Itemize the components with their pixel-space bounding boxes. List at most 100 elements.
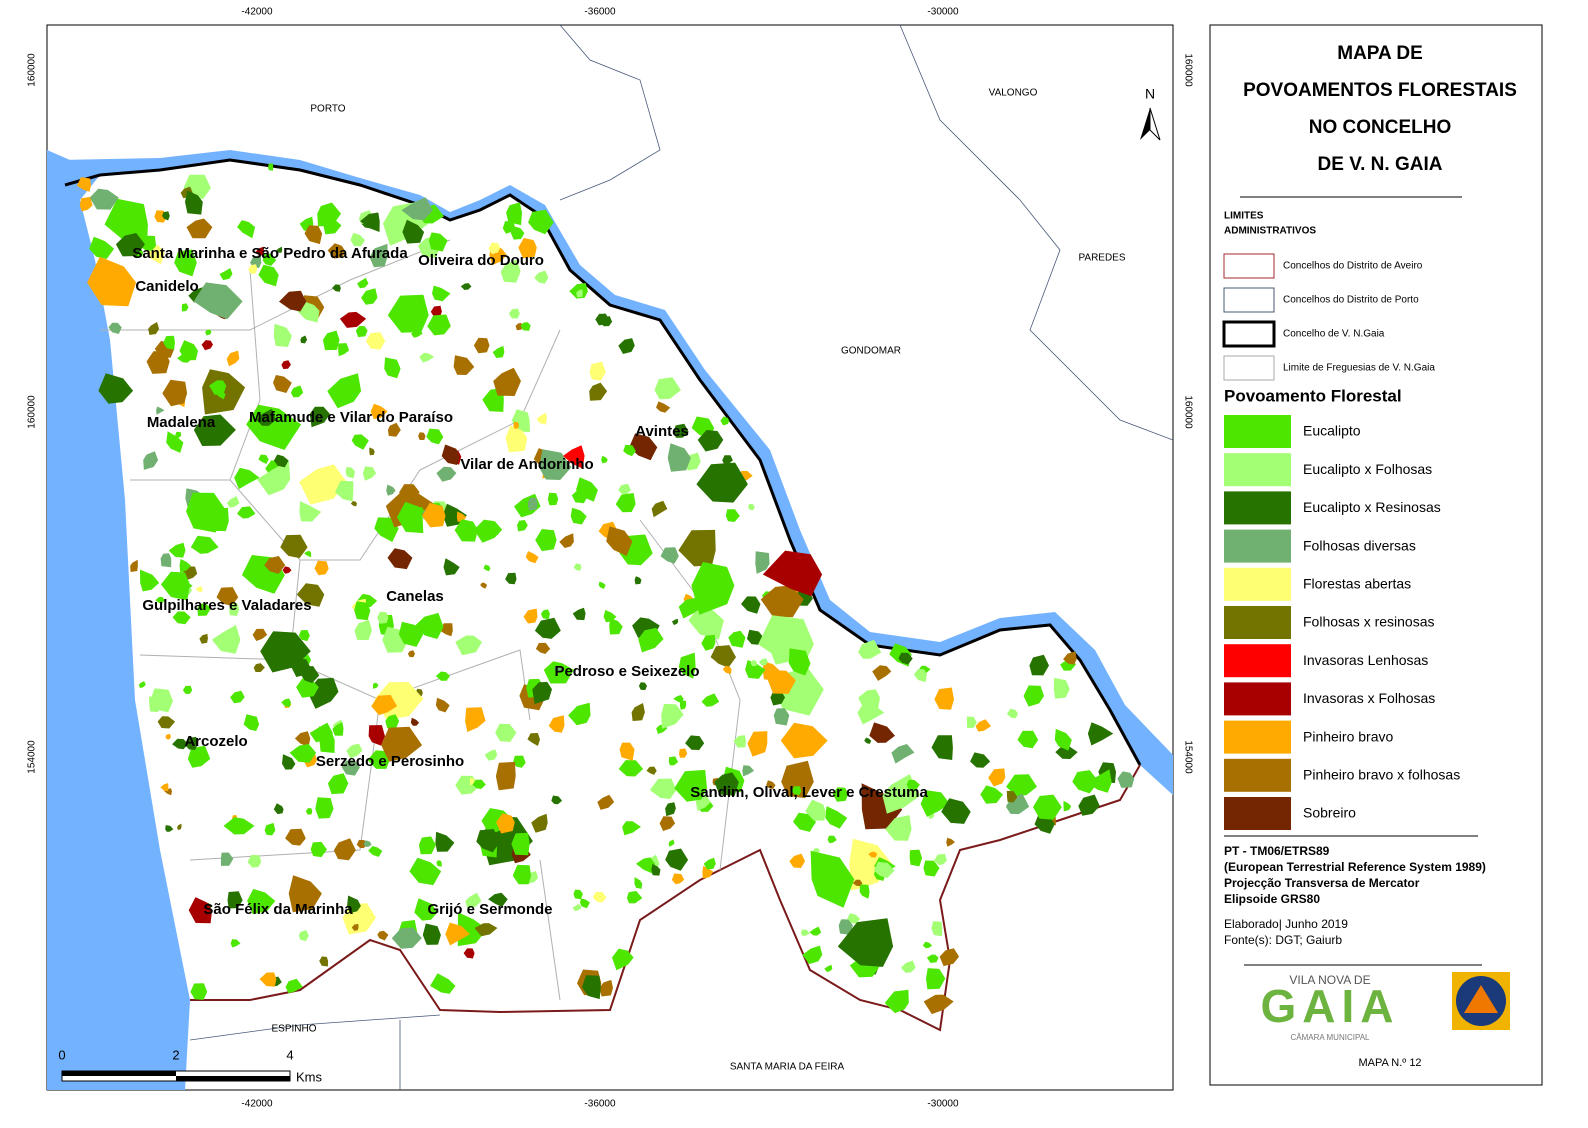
forest-patch	[518, 238, 537, 259]
forest-patch	[868, 851, 878, 858]
forest-patch	[276, 246, 283, 253]
label: Pedroso e Seixezelo	[554, 663, 699, 680]
forest-patch	[679, 700, 687, 710]
forest-patch	[966, 716, 977, 729]
forest-patch	[543, 661, 574, 684]
forest-patch	[722, 665, 732, 675]
forest-patch	[237, 506, 256, 519]
forest-patch	[226, 350, 240, 367]
forest-patch	[483, 564, 491, 572]
forest-patch	[934, 687, 954, 710]
label: Madalena	[147, 414, 216, 431]
forest-patch	[285, 978, 303, 994]
forest-patch	[618, 483, 631, 495]
forest-patch	[920, 790, 950, 817]
forest-patch	[223, 817, 255, 835]
forest-patch	[631, 703, 645, 721]
forest-patch	[939, 948, 960, 967]
forest-patch	[262, 253, 277, 266]
forest-patch	[678, 652, 696, 679]
forest-patch	[418, 836, 436, 855]
forest-patch	[187, 745, 211, 768]
forest-patch	[513, 755, 526, 768]
label: 4	[286, 1047, 293, 1062]
forest-patch	[168, 542, 186, 558]
forest-patch	[243, 714, 260, 731]
forest-patch	[606, 526, 633, 556]
forest-patch	[926, 968, 946, 990]
forest-patch	[186, 218, 213, 239]
forest-patch	[872, 665, 892, 681]
forest-patch	[671, 873, 685, 885]
forest-patch	[354, 601, 371, 621]
forest-patch	[345, 466, 356, 479]
label: GONDOMAR	[841, 346, 901, 357]
legend-label: Invasoras Lenhosas	[1303, 652, 1428, 668]
forest-patch	[365, 332, 386, 350]
forest-patch	[115, 233, 145, 257]
label: 154000	[27, 740, 38, 774]
forest-patch	[299, 501, 322, 522]
forest-patch	[253, 663, 265, 672]
forest-patch	[219, 268, 233, 281]
forest-patch	[430, 973, 456, 994]
forest-patch	[766, 780, 776, 790]
forest-patch	[728, 630, 746, 648]
forest-patch	[660, 547, 679, 564]
credits: Elaborado| Junho 2019	[1224, 917, 1348, 931]
forest-patch	[386, 484, 396, 496]
forest-patch	[923, 994, 954, 1015]
forest-patch	[211, 625, 241, 654]
forest-patch	[315, 797, 334, 819]
forest-patch	[339, 311, 367, 328]
forest-patch	[190, 983, 208, 1000]
forest-patch	[541, 609, 550, 620]
label: Avintes	[635, 423, 689, 440]
forest-patch	[612, 948, 634, 971]
forest-patch	[428, 232, 448, 252]
forest-patch	[534, 270, 549, 284]
forest-patch	[369, 243, 388, 268]
forest-patch	[668, 756, 679, 766]
forest-patch	[1063, 800, 1072, 812]
forest-patch	[691, 561, 735, 615]
forest-patch	[354, 619, 372, 641]
label: -42000	[241, 1099, 273, 1110]
legend-heading: ADMINISTRATIVOS	[1224, 226, 1316, 237]
forest-patch	[79, 196, 93, 212]
forest-patch	[172, 738, 189, 750]
forest-patch	[300, 335, 308, 344]
forest-patch	[661, 703, 684, 729]
forest-patch	[589, 382, 608, 401]
forest-patch	[387, 548, 413, 570]
forest-patch	[199, 633, 208, 644]
forest-patch	[193, 414, 236, 446]
label: ESPINHO	[271, 1024, 316, 1035]
forest-patch	[165, 733, 171, 740]
forest-patch	[685, 735, 705, 750]
forest-patch	[576, 289, 583, 298]
legend-label: Folhosas x resinosas	[1303, 614, 1435, 630]
forest-patch	[273, 454, 289, 468]
forest-patch	[155, 596, 165, 604]
label: Serzedo e Perosinho	[316, 753, 464, 770]
forest-patch	[492, 345, 505, 358]
legend-swatch	[1224, 682, 1291, 716]
label: 2	[172, 1047, 179, 1062]
forest-patch	[368, 725, 385, 746]
forest-patch	[288, 875, 322, 913]
forest-patch	[264, 822, 276, 836]
forest-patch	[793, 812, 816, 832]
forest-patch	[622, 821, 641, 836]
forest-patch	[237, 220, 256, 239]
forest-patch	[508, 308, 520, 319]
forest-patch	[172, 611, 191, 625]
legend-swatch	[1223, 355, 1275, 381]
forest-patch	[465, 892, 482, 909]
forest-patch	[149, 696, 163, 712]
label: -30000	[927, 7, 959, 18]
forest-patch	[741, 596, 761, 614]
forest-patch	[1072, 770, 1099, 794]
label: 160000	[27, 395, 38, 429]
forest-patch	[520, 322, 531, 331]
